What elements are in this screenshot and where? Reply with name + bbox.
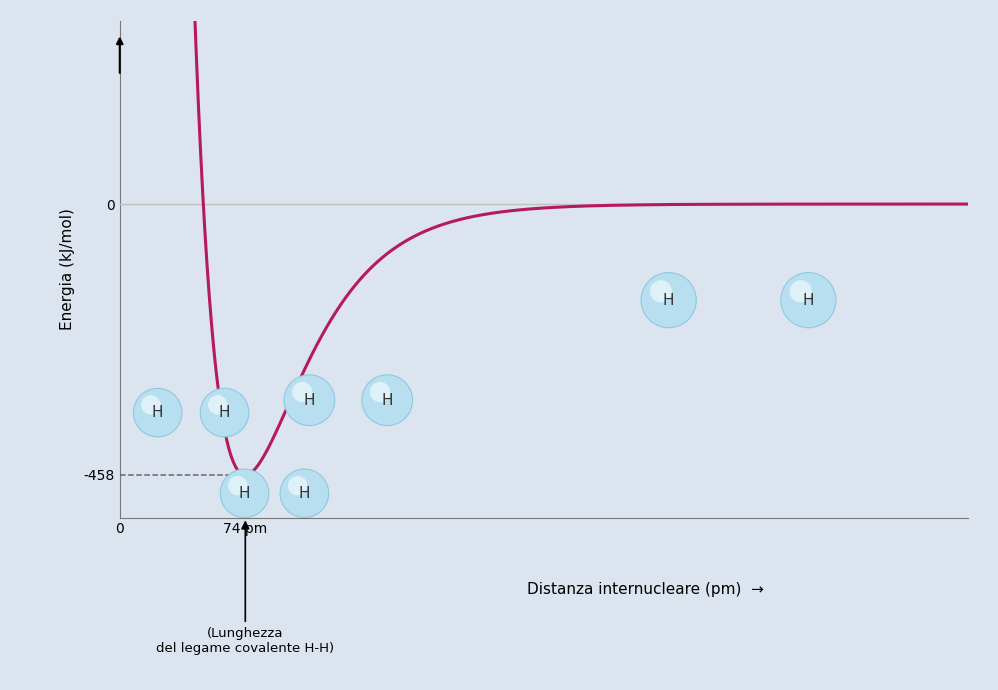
Ellipse shape [780, 273, 836, 328]
Text: H: H [663, 293, 675, 308]
Ellipse shape [362, 375, 412, 426]
Ellipse shape [228, 476, 248, 495]
Text: H: H [239, 486, 250, 501]
Ellipse shape [134, 388, 182, 437]
Ellipse shape [292, 382, 312, 402]
Text: H: H [219, 405, 231, 420]
Ellipse shape [650, 280, 672, 302]
Ellipse shape [789, 280, 811, 302]
Ellipse shape [284, 375, 334, 426]
Text: H: H [381, 393, 393, 408]
Text: H: H [303, 393, 315, 408]
Ellipse shape [287, 476, 307, 495]
Text: H: H [802, 293, 814, 308]
Ellipse shape [201, 388, 249, 437]
Ellipse shape [208, 395, 228, 415]
Text: H: H [152, 405, 164, 420]
Ellipse shape [280, 469, 328, 518]
Text: Distanza internucleare (pm)  →: Distanza internucleare (pm) → [527, 582, 764, 597]
Y-axis label: Energia (kJ/mol): Energia (kJ/mol) [60, 208, 75, 330]
Ellipse shape [641, 273, 697, 328]
Text: H: H [298, 486, 310, 501]
Ellipse shape [221, 469, 268, 518]
Ellipse shape [370, 382, 390, 402]
Text: (Lunghezza
del legame covalente H-H): (Lunghezza del legame covalente H-H) [157, 522, 334, 655]
Ellipse shape [141, 395, 161, 415]
